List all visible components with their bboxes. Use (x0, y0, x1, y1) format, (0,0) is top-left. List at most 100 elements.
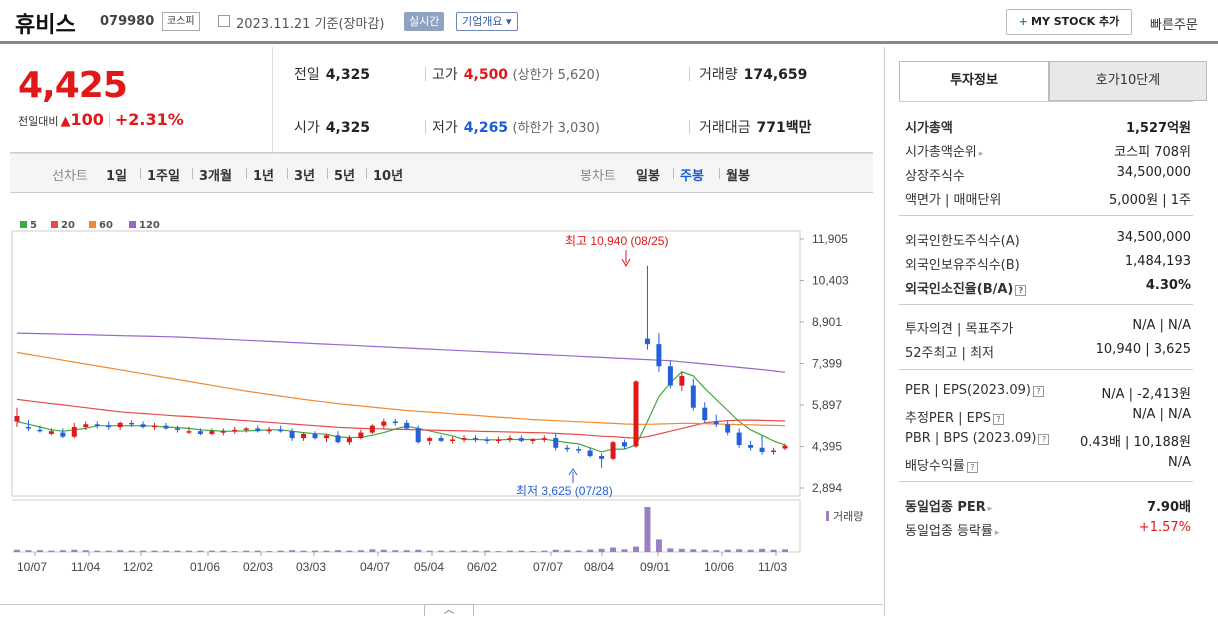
company-info-button[interactable]: 기업개요 ▾ (456, 12, 518, 31)
info-key[interactable]: 시가총액순위 ▸ (905, 145, 984, 160)
volume-bar (346, 550, 353, 552)
divider (689, 120, 690, 134)
stock-chart[interactable]: 11,905 10,403 8,901 7,399 5,897 4,395 2,894 10/… (0, 0, 883, 616)
realtime-button[interactable]: 실시간 (404, 12, 445, 31)
calendar-icon (218, 15, 230, 27)
tab-investment-info[interactable]: 투자정보 (899, 61, 1049, 101)
legend-swatch (51, 221, 58, 228)
divider (287, 168, 288, 179)
candle-body (140, 424, 146, 428)
volume-bar (506, 550, 513, 552)
info-value: 1,484,193 (1124, 254, 1191, 269)
volume-bar (36, 550, 43, 552)
volume-bar (289, 550, 296, 552)
chart-tabs: 선차트 1일 1주일 3개월 1년 3년 5년 10년 봉차트 일봉 주봉 월봉 (10, 153, 873, 193)
candle-body (541, 438, 547, 440)
candle-body (301, 433, 307, 439)
info-key: PER | EPS(2023.09)? (905, 383, 1044, 398)
quick-order-link[interactable]: 빠른주문 (1150, 18, 1198, 33)
low-price: 저가 4,265 (하한가 3,030) (432, 117, 600, 137)
tab-3y[interactable]: 3년 (294, 169, 316, 184)
divider (246, 168, 247, 179)
info-row: 시가총액 1,527억원 (905, 117, 1191, 137)
candle-body (266, 429, 272, 432)
tab-10y[interactable]: 10년 (373, 169, 404, 184)
info-value: 0.43배 | 10,188원 (1080, 435, 1191, 450)
volume-bar (151, 550, 158, 552)
candle-body (129, 422, 135, 425)
volume-bar (243, 550, 250, 552)
candle-body (518, 438, 524, 441)
help-icon[interactable]: ? (1038, 434, 1050, 445)
prev-close: 전일 4,325 (294, 64, 370, 84)
volume-bar (713, 550, 720, 552)
tab-daily[interactable]: 일봉 (636, 169, 660, 184)
tab-1w[interactable]: 1주일 (147, 169, 180, 184)
divider (899, 369, 1193, 370)
tab-weekly[interactable]: 주봉 (680, 169, 704, 184)
info-value: 코스피 708위 (1114, 145, 1191, 160)
volume-bar (724, 549, 731, 552)
info-key: 상장주식수 (905, 169, 965, 184)
x-tick-label: 03/03 (296, 560, 326, 574)
low-value: 4,265 (463, 120, 509, 136)
info-key[interactable]: 동일업종 등락률 ▸ (905, 524, 1000, 539)
help-icon[interactable]: ? (966, 462, 978, 473)
candle-body (656, 344, 662, 367)
volume-label: 거래량 (833, 510, 863, 523)
candle-body (117, 422, 123, 428)
base-date: 2023.11.21 기준(장마감) (236, 17, 385, 32)
volume-bar (449, 550, 456, 552)
info-row: 52주최고 | 최저 10,940 | 3,625 (905, 342, 1191, 362)
info-key[interactable]: 동일업종 PER ▸ (905, 500, 993, 515)
volume-bar (334, 550, 341, 552)
x-tick-label: 04/07 (360, 560, 390, 574)
candle-body (381, 421, 387, 426)
volume: 거래량 174,659 (699, 64, 807, 84)
volume-bar (403, 550, 410, 552)
volume-value: 174,659 (743, 67, 808, 83)
volume-bar (529, 551, 536, 552)
add-mystock-button[interactable]: + MY STOCK 추가 (1006, 9, 1132, 35)
divider (140, 168, 141, 179)
tab-3m[interactable]: 3개월 (199, 169, 232, 184)
divider (899, 215, 1193, 216)
stock-name: 휴비스 (15, 13, 76, 38)
divider (673, 168, 674, 179)
tab-5y[interactable]: 5년 (334, 169, 356, 184)
prev-value: 4,325 (325, 67, 371, 83)
tab-1d[interactable]: 1일 (106, 169, 128, 184)
candle-body (415, 428, 421, 443)
chart-collapse-toggle[interactable]: ︿ (424, 604, 474, 616)
volume-bar (667, 548, 674, 552)
help-icon[interactable]: ? (1032, 386, 1044, 397)
candle-body (530, 439, 536, 441)
info-key: 액면가 | 매매단위 (905, 193, 1002, 208)
volume-bar (82, 550, 89, 552)
volume-bar (598, 548, 605, 552)
volume-bar (312, 550, 319, 552)
tab-orderbook[interactable]: 호가10단계 (1049, 61, 1207, 101)
info-row: PBR | BPS (2023.09)? 0.43배 | 10,188원 (905, 431, 1191, 451)
volume-bar (426, 550, 433, 552)
info-key: 투자의견 | 목표주가 (905, 322, 1014, 337)
divider (327, 168, 328, 179)
candle-body (186, 431, 192, 433)
candle-body (369, 425, 375, 433)
x-tick-label: 10/06 (704, 560, 734, 574)
divider (899, 481, 1193, 482)
candle-body (564, 447, 570, 450)
y-tick-label: 10,403 (812, 274, 849, 288)
candle-body (759, 447, 765, 452)
volume-bar (140, 550, 147, 552)
tab-1y[interactable]: 1년 (253, 169, 275, 184)
info-row: 동일업종 등락률 ▸ +1.57% (905, 520, 1191, 540)
tab-monthly[interactable]: 월봉 (726, 169, 750, 184)
x-tick-label: 10/07 (17, 560, 47, 574)
info-row: 외국인소진율(B/A)? 4.30% (905, 278, 1191, 298)
mystock-label: MY STOCK 추가 (1031, 15, 1120, 28)
help-icon[interactable]: ? (992, 414, 1004, 425)
help-icon[interactable]: ? (1015, 285, 1027, 296)
volume-bar (621, 549, 628, 552)
info-row: 동일업종 PER ▸ 7.90배 (905, 496, 1191, 516)
